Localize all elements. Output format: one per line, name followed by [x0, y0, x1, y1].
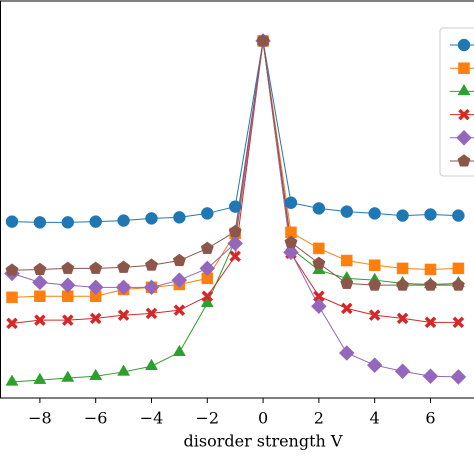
- x-axis-label: disorder strength V: [184, 432, 343, 451]
- marker: [59, 277, 76, 294]
- marker: [256, 34, 270, 47]
- marker: [172, 253, 186, 267]
- marker: [284, 196, 298, 209]
- legend-marker: [457, 154, 471, 167]
- legend-marker: [458, 62, 470, 74]
- marker: [366, 357, 383, 374]
- marker: [117, 260, 131, 273]
- marker: [117, 214, 130, 227]
- marker: [424, 316, 437, 329]
- marker: [117, 364, 131, 376]
- marker: [5, 263, 19, 276]
- marker: [338, 345, 355, 361]
- marker: [201, 207, 214, 220]
- marker: [450, 369, 467, 385]
- marker: [340, 205, 354, 218]
- marker: [32, 274, 48, 291]
- x-tick-label: 6: [425, 409, 435, 428]
- marker: [394, 363, 411, 380]
- marker: [312, 202, 326, 215]
- marker: [228, 200, 242, 213]
- marker: [115, 279, 132, 296]
- marker: [452, 262, 465, 275]
- marker: [424, 263, 437, 276]
- legend-marker: [457, 38, 471, 52]
- marker: [199, 260, 216, 277]
- marker: [424, 208, 437, 221]
- marker: [145, 307, 158, 320]
- series-line: [11, 40, 459, 223]
- marker: [34, 290, 46, 303]
- marker: [6, 317, 18, 330]
- marker: [451, 278, 465, 291]
- x-tick-label: −6: [84, 409, 108, 428]
- marker: [171, 272, 188, 289]
- legend-marker: [456, 129, 472, 146]
- marker: [117, 309, 130, 322]
- x-tick-label: 4: [370, 409, 380, 428]
- marker: [368, 259, 381, 271]
- marker: [61, 370, 75, 382]
- marker: [172, 344, 186, 357]
- marker: [143, 279, 160, 296]
- marker: [422, 368, 439, 385]
- marker: [368, 278, 382, 291]
- marker: [368, 309, 381, 322]
- marker: [312, 256, 326, 269]
- marker: [341, 254, 353, 267]
- marker: [33, 262, 47, 275]
- x-tick-label: −2: [195, 409, 219, 428]
- x-tick-label: 2: [314, 409, 324, 428]
- marker: [89, 312, 102, 325]
- marker: [89, 368, 103, 380]
- marker: [340, 302, 353, 315]
- x-tick-label: 0: [258, 409, 268, 428]
- marker: [5, 374, 19, 386]
- legend: [439, 27, 474, 177]
- marker: [5, 215, 19, 228]
- marker: [89, 215, 102, 228]
- marker: [228, 224, 242, 238]
- marker: [200, 241, 214, 254]
- marker: [6, 291, 18, 304]
- marker: [396, 312, 409, 325]
- marker: [424, 278, 437, 291]
- marker: [340, 276, 354, 289]
- marker: [229, 250, 242, 263]
- marker: [313, 290, 325, 303]
- x-tick-label: −8: [28, 409, 52, 428]
- series-line: [11, 40, 459, 298]
- marker: [144, 358, 158, 370]
- marker: [311, 298, 327, 315]
- marker: [89, 261, 103, 274]
- legend-marker: [458, 108, 470, 121]
- marker: [368, 207, 381, 220]
- marker: [145, 212, 158, 225]
- marker: [396, 262, 409, 275]
- marker: [145, 258, 158, 271]
- marker: [284, 235, 298, 248]
- marker: [61, 314, 74, 327]
- legend-marker: [457, 83, 471, 96]
- marker: [173, 211, 186, 224]
- x-tick-label: −4: [140, 409, 164, 428]
- plot-frame: [0, 0, 474, 399]
- marker: [227, 235, 244, 252]
- marker: [201, 290, 214, 303]
- marker: [452, 316, 465, 329]
- marker: [61, 216, 75, 229]
- marker: [33, 216, 47, 229]
- marker: [173, 304, 186, 317]
- marker: [313, 242, 325, 255]
- marker: [452, 209, 465, 222]
- marker: [87, 279, 104, 296]
- marker: [61, 261, 75, 274]
- marker: [396, 209, 409, 222]
- marker: [34, 314, 46, 327]
- marker: [396, 278, 410, 291]
- marker: [33, 372, 47, 384]
- legend-box: [439, 27, 474, 177]
- series-line: [11, 40, 459, 324]
